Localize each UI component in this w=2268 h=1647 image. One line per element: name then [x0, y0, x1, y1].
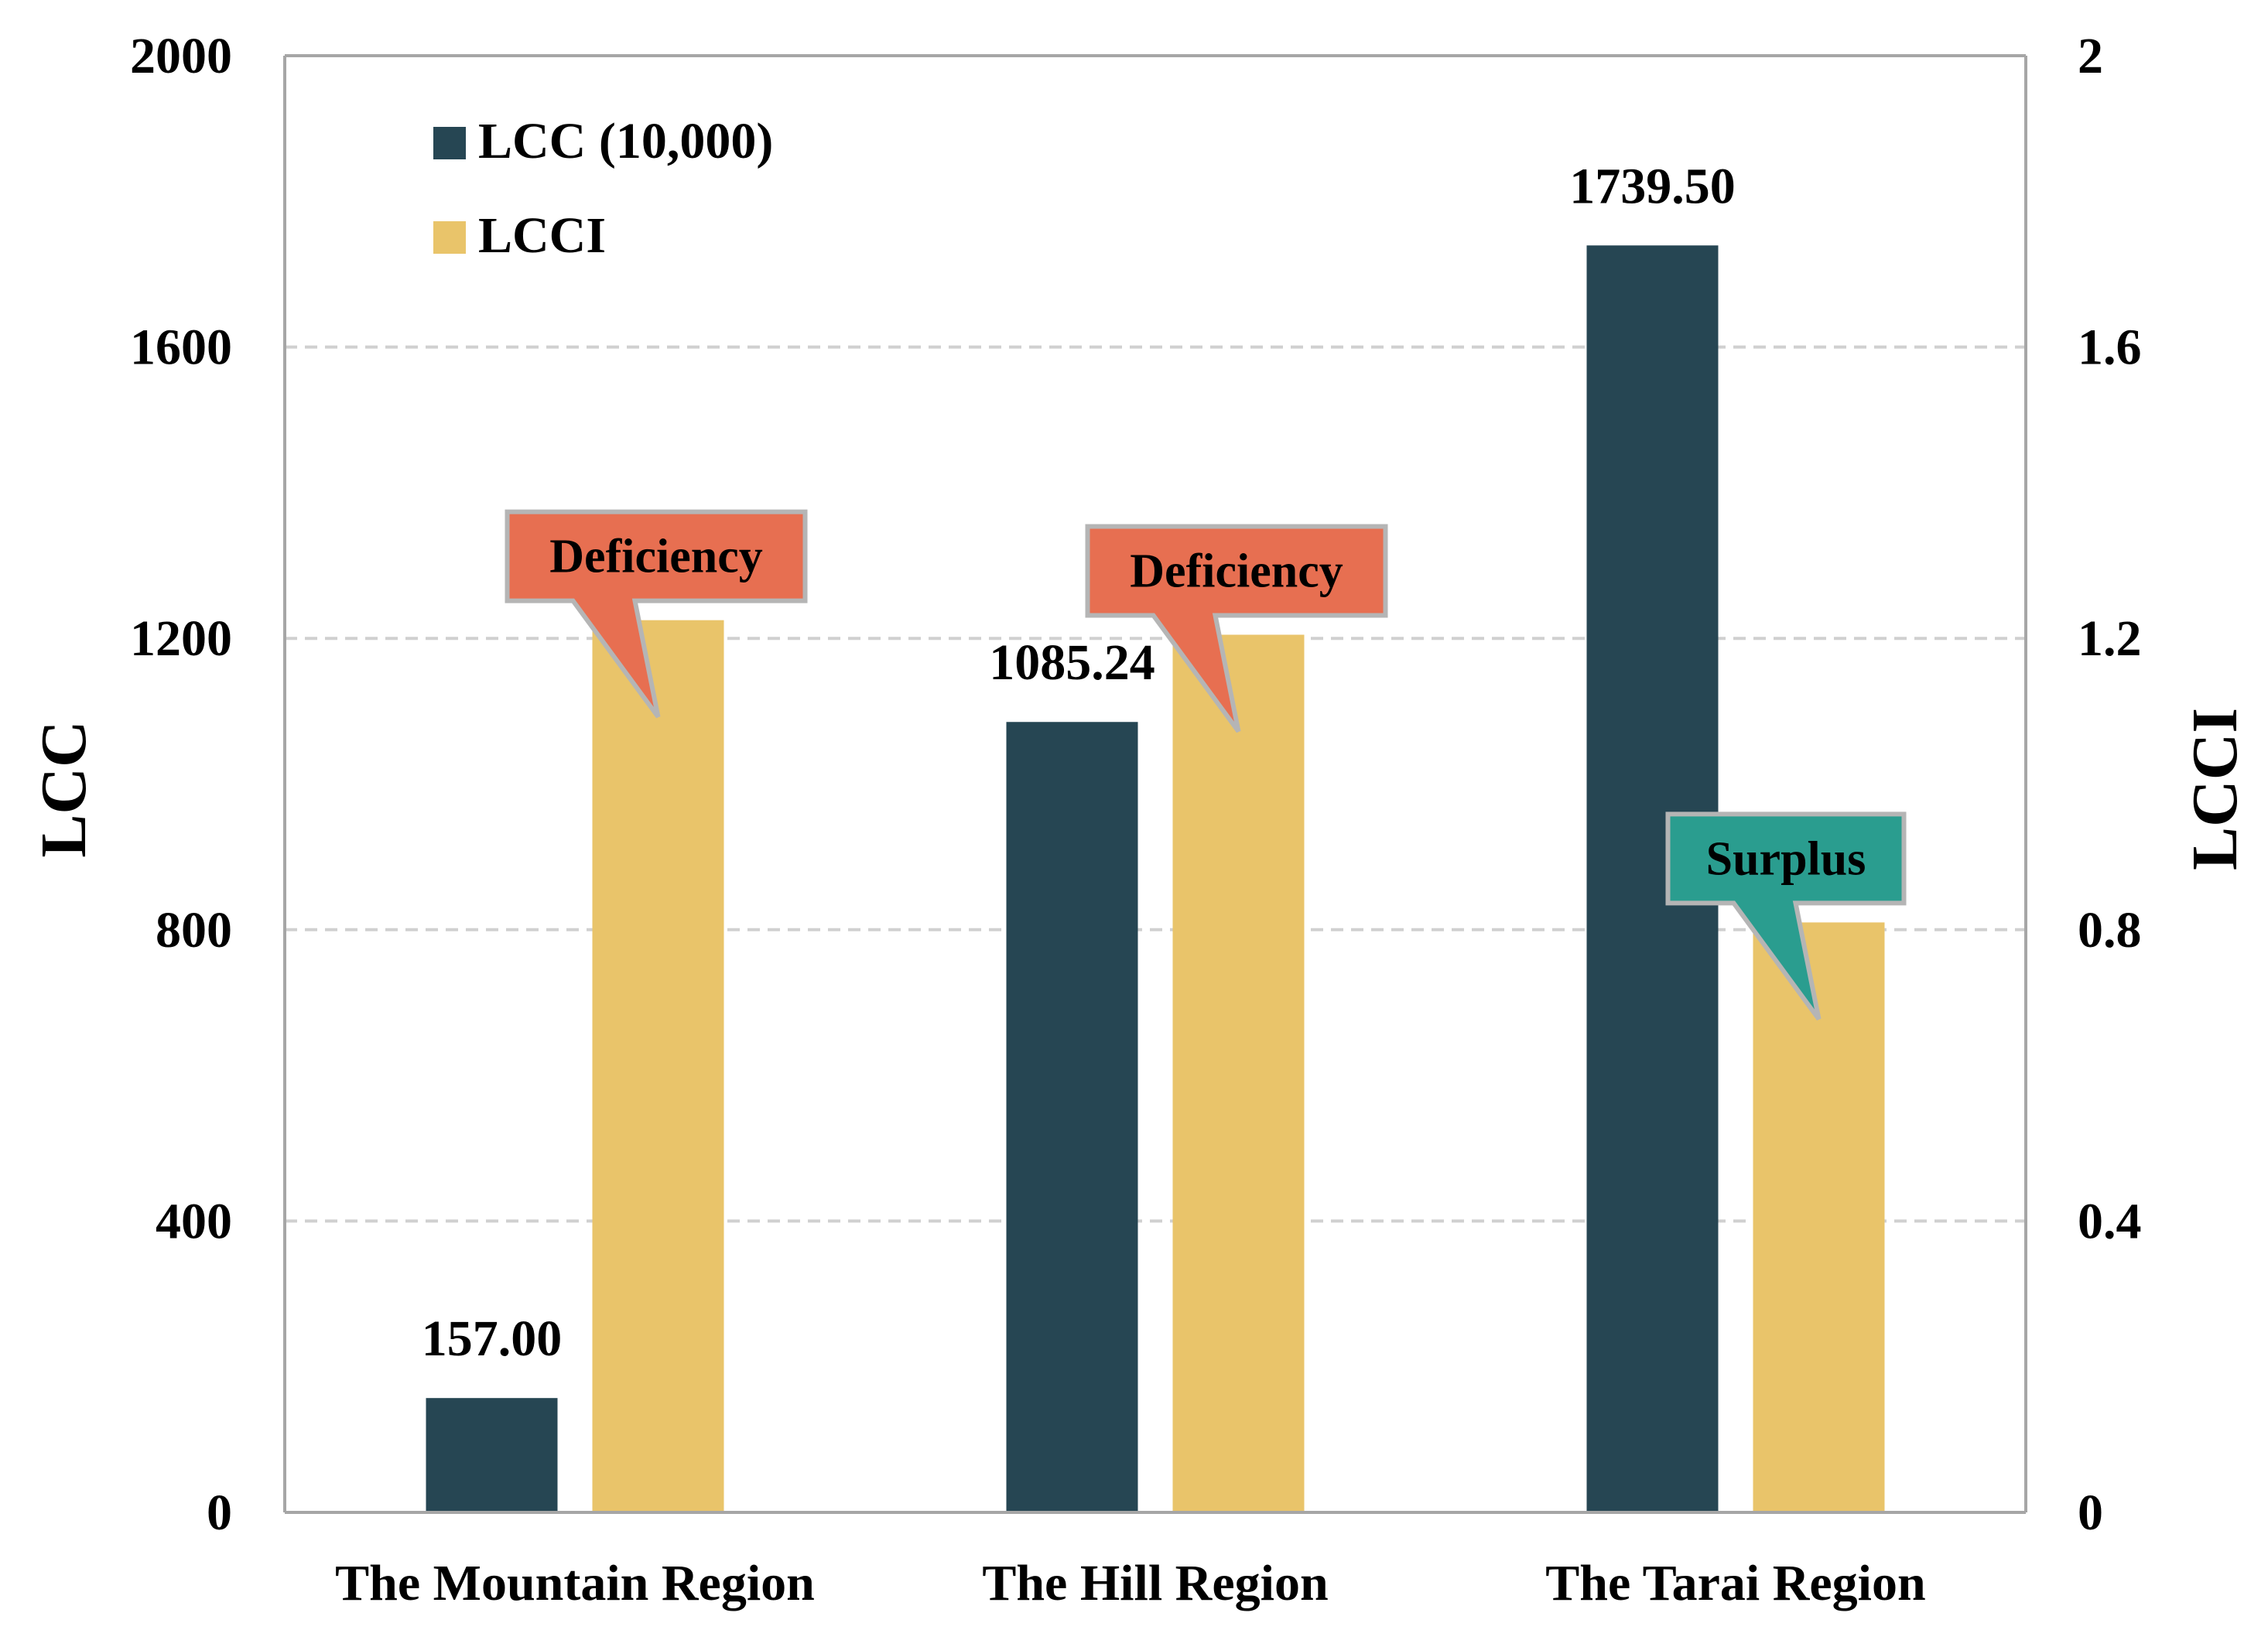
- bar-lcc: [1006, 722, 1138, 1512]
- bar-lcci: [592, 620, 724, 1512]
- left-tick-label: 1200: [130, 610, 232, 667]
- surplus-callout-shape: [1665, 812, 1907, 1021]
- bar-lcci: [1753, 922, 1885, 1512]
- surplus-callout-label: Surplus: [1706, 832, 1866, 885]
- legend-swatch: [433, 221, 466, 254]
- right-tick-label: 1.2: [2078, 610, 2142, 667]
- bar-lcc: [426, 1398, 558, 1512]
- legend-label: LCCI: [478, 207, 606, 264]
- left-tick-label: 0: [207, 1485, 232, 1541]
- bar-lcci: [1172, 634, 1305, 1513]
- category-label: The Tarai Region: [1545, 1555, 1925, 1611]
- deficiency-callout-shape: [1085, 524, 1388, 733]
- left-tick-label: 2000: [130, 28, 232, 84]
- right-axis-title: LCCI: [2179, 708, 2251, 870]
- lcc-data-label: 1739.50: [1569, 158, 1736, 214]
- deficiency-callout-shape: [505, 509, 808, 719]
- category-label: The Mountain Region: [335, 1555, 815, 1611]
- left-tick-label: 1600: [130, 319, 232, 376]
- right-tick-label: 0.4: [2078, 1193, 2142, 1249]
- left-axis-title: LCC: [28, 720, 100, 857]
- right-tick-label: 2: [2078, 28, 2103, 84]
- right-tick-label: 0: [2078, 1485, 2103, 1541]
- left-tick-label: 400: [156, 1193, 232, 1249]
- right-tick-label: 0.8: [2078, 902, 2142, 958]
- right-tick-label: 1.6: [2078, 319, 2142, 376]
- lcc-data-label: 157.00: [422, 1310, 563, 1367]
- category-label: The Hill Region: [982, 1555, 1328, 1611]
- legend-label: LCC (10,000): [478, 113, 773, 169]
- legend-swatch: [433, 127, 466, 159]
- deficiency-callout-label: Deficiency: [549, 531, 762, 583]
- left-tick-label: 800: [156, 902, 232, 958]
- lcc-data-label: 1085.24: [989, 634, 1155, 691]
- deficiency-callout-label: Deficiency: [1130, 545, 1343, 597]
